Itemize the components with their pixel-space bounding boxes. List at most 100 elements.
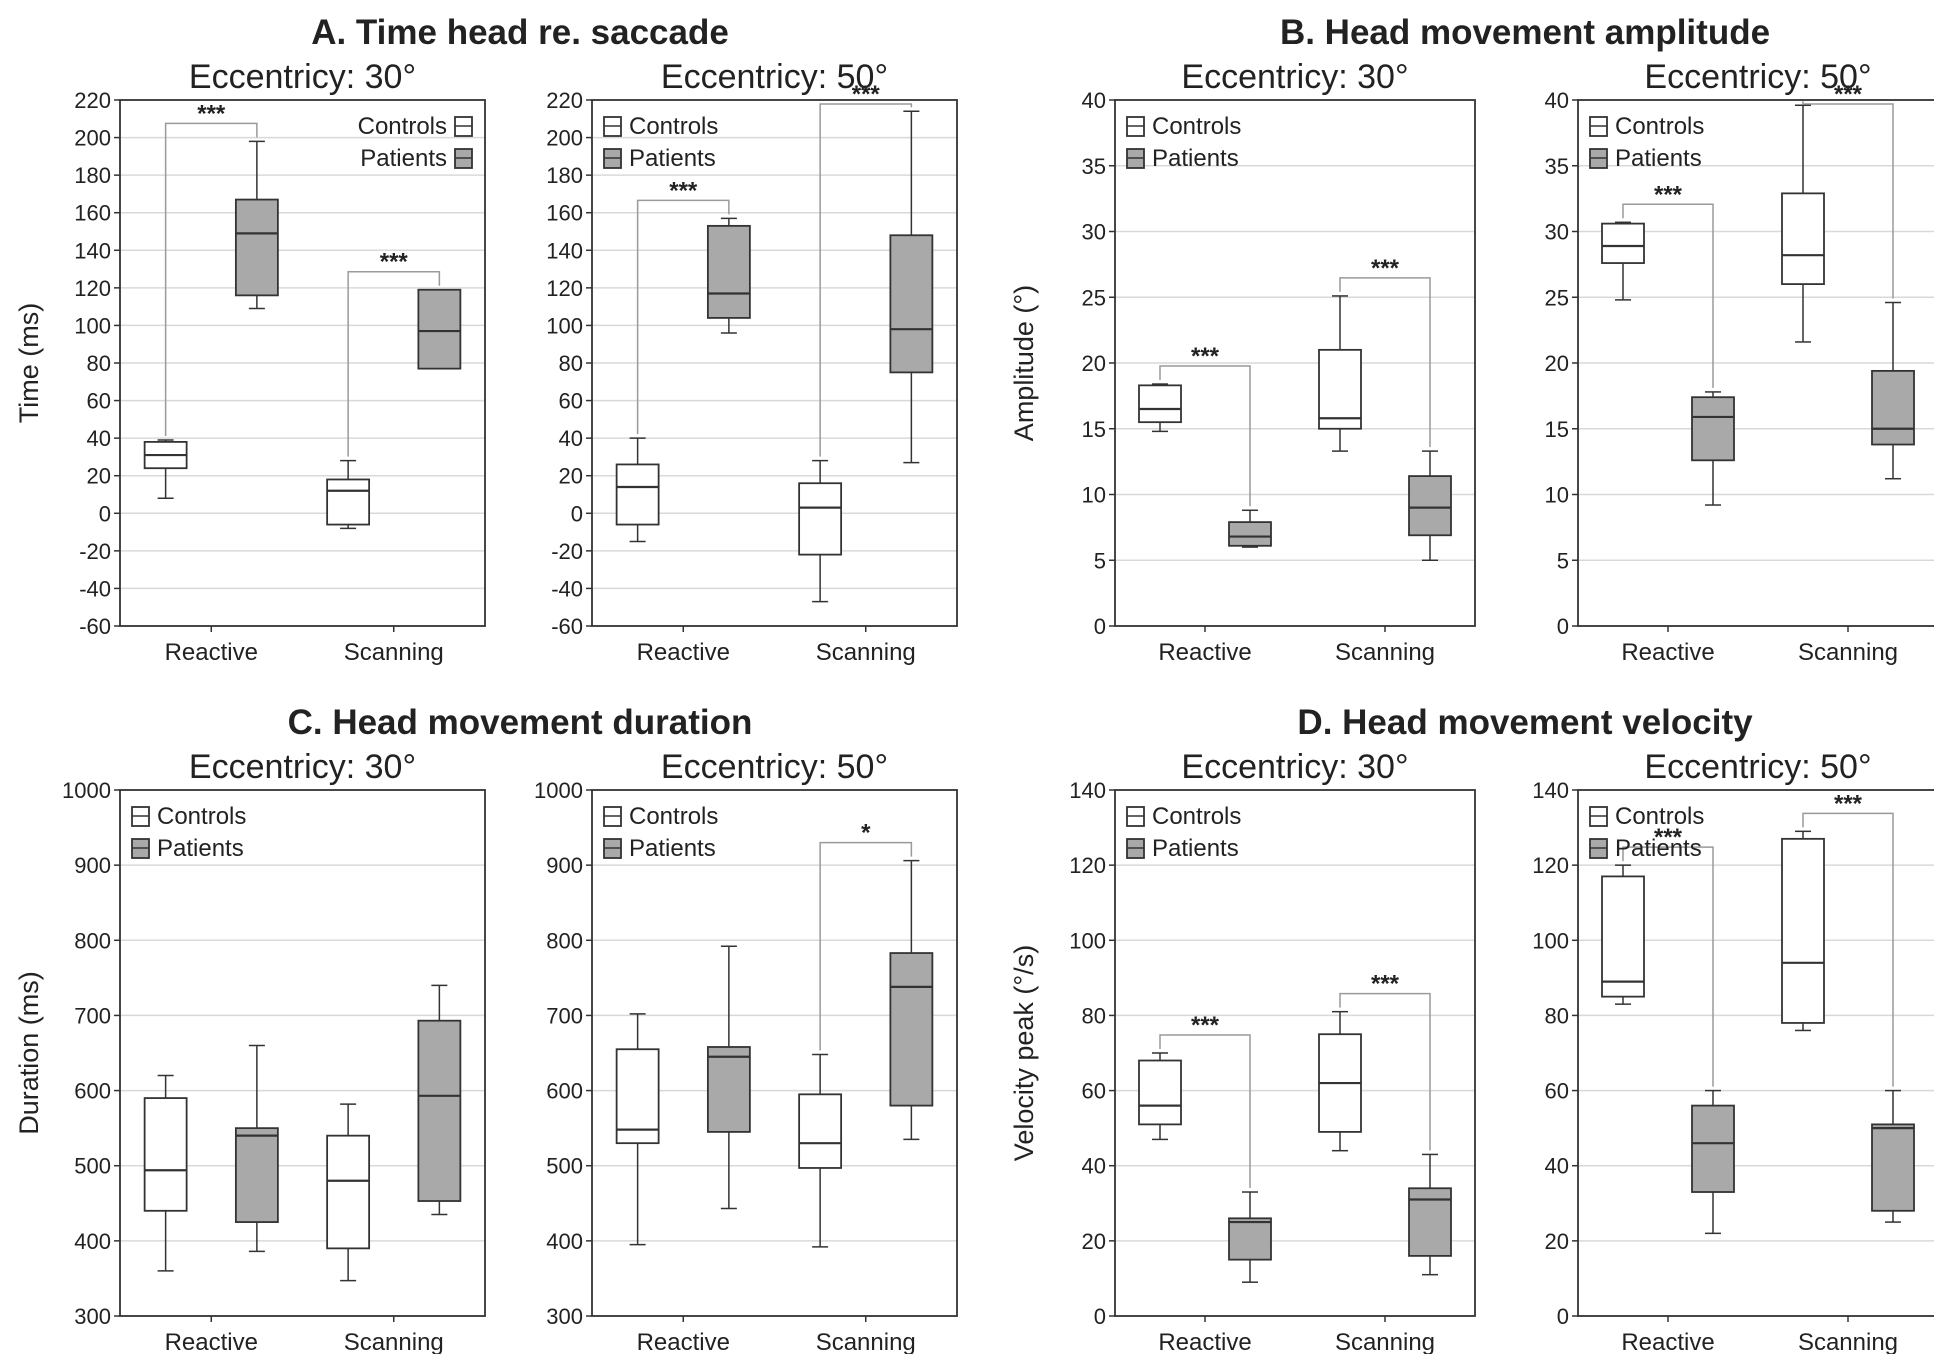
box-iqr: [615, 1048, 660, 1145]
y-tick-label: 100: [1532, 928, 1569, 953]
y-tick-label: 700: [74, 1003, 111, 1028]
box-controls-scanning: [1318, 1010, 1362, 1152]
significance-label: ***: [669, 177, 698, 204]
chart-a-30: Eccentricy: 30° -60 -40 -20 0 20 40 60 80 100 120 1…: [14, 58, 486, 666]
box-iqr: [1138, 1059, 1182, 1126]
plot-frame: [591, 789, 958, 1317]
box-iqr: [417, 288, 462, 370]
significance-bracket: [164, 122, 258, 437]
y-tick-label: 40: [1545, 1154, 1569, 1179]
y-tick-label: 600: [74, 1079, 111, 1104]
y-tick-label: 15: [1545, 417, 1569, 442]
box-iqr: [417, 1019, 462, 1202]
y-tick-label: -20: [551, 539, 583, 564]
box-controls-scanning: [798, 459, 843, 603]
plot-frame: [1577, 99, 1934, 627]
y-tick-label: 30: [1545, 220, 1569, 245]
y-tick-label: 10: [1082, 483, 1106, 508]
box-controls-reactive: [1601, 221, 1645, 301]
significance-label: ***: [1371, 255, 1400, 282]
box-patients-scanning: [1408, 1153, 1452, 1276]
y-tick-label: 180: [546, 163, 583, 188]
significance-bracket: [347, 270, 441, 457]
y-tick-label: 700: [546, 1003, 583, 1028]
plot-frame: [1114, 789, 1476, 1317]
y-tick-label: 300: [546, 1304, 583, 1329]
legend-label-controls: Controls: [157, 803, 246, 830]
category-label: Scanning: [1335, 1329, 1435, 1354]
significance-label: ***: [1191, 343, 1220, 370]
category-label: Reactive: [1621, 1329, 1714, 1354]
chart-c-30: Eccentricy: 30° 300 400 500 600 700 800 900 1000…: [14, 748, 486, 1354]
y-tick-label: 140: [74, 238, 111, 263]
y-axis-label: Duration (ms): [14, 971, 44, 1135]
y-tick-label: 80: [1082, 1003, 1106, 1028]
significance-bracket: [819, 103, 913, 457]
significance-bracket: [1622, 203, 1714, 388]
chart-b-50: Eccentricy: 50° 0 5 10 15 20 25 30 35 40 Reactive S…: [1545, 58, 1934, 666]
y-tick-label: 900: [546, 853, 583, 878]
y-tick-label: -40: [551, 576, 583, 601]
y-tick-label: -60: [79, 614, 111, 639]
plot-frame: [591, 99, 958, 627]
legend: Controls Patients: [1589, 113, 1704, 172]
box-iqr: [1408, 475, 1452, 537]
box-controls-scanning: [326, 459, 371, 530]
y-tick-label: 0: [1557, 614, 1569, 639]
significance-label: ***: [1654, 824, 1683, 851]
y-axis-label: Time (ms): [14, 303, 44, 423]
y-tick-label: 80: [87, 351, 111, 376]
plot-frame: [119, 99, 486, 627]
box-iqr: [326, 478, 371, 526]
box-controls-reactive: [1138, 383, 1182, 433]
legend: Controls Patients: [1126, 113, 1241, 172]
y-tick-label: 800: [546, 928, 583, 953]
y-tick-label: 80: [1545, 1003, 1569, 1028]
category-label: Reactive: [1621, 639, 1714, 666]
legend-label-controls: Controls: [1615, 113, 1704, 140]
y-tick-label: 25: [1082, 285, 1106, 310]
y-tick-label: 20: [87, 464, 111, 489]
significance-bracket: [1159, 365, 1251, 507]
y-axis-label: Velocity peak (°/s): [1009, 945, 1039, 1161]
y-tick-label: 220: [74, 88, 111, 113]
box-controls-reactive: [615, 437, 660, 543]
significance-label: ***: [1834, 81, 1863, 108]
box-controls-reactive: [1601, 864, 1645, 1005]
significance-label: ***: [1654, 181, 1683, 208]
box-patients-reactive: [706, 945, 751, 1210]
y-tick-label: 40: [87, 426, 111, 451]
legend: Controls Patients: [1126, 803, 1241, 862]
y-tick-label: 120: [546, 276, 583, 301]
box-patients-scanning: [417, 288, 462, 370]
y-tick-label: 140: [1069, 778, 1106, 803]
category-label: Reactive: [637, 1329, 730, 1354]
y-tick-label: 20: [1545, 351, 1569, 376]
box-controls-scanning: [1318, 295, 1362, 452]
box-iqr: [1228, 1217, 1272, 1261]
box-patients-reactive: [1228, 509, 1272, 548]
category-label: Reactive: [165, 1329, 258, 1354]
plots-layer: Eccentricy: 30°-60-40-200204060801001201…: [14, 58, 1934, 1354]
plot-frame: [119, 789, 486, 1317]
chart-b-30: Eccentricy: 30° 0 5 10 15 20 25 30 35 40 Amplitude…: [1009, 58, 1476, 666]
y-tick-label: 160: [74, 201, 111, 226]
significance-label: *: [861, 820, 871, 847]
significance-label: ***: [1834, 790, 1863, 817]
significance-label: ***: [197, 100, 226, 127]
y-tick-label: 500: [546, 1154, 583, 1179]
y-tick-label: 20: [1082, 1229, 1106, 1254]
y-tick-label: 100: [74, 313, 111, 338]
box-iqr: [326, 1134, 371, 1250]
legend-label-patients: Patients: [1615, 835, 1702, 862]
y-tick-label: 120: [1532, 853, 1569, 878]
legend: Controls Patients: [131, 803, 246, 862]
box-patients-scanning: [889, 859, 934, 1141]
category-label: Scanning: [1798, 1329, 1898, 1354]
panel-title-c: C. Head movement duration: [288, 703, 753, 742]
category-label: Scanning: [816, 639, 916, 666]
y-tick-label: 120: [74, 276, 111, 301]
significance-label: ***: [852, 81, 881, 108]
significance-bracket: [1622, 846, 1714, 1087]
box-controls-reactive: [1138, 1052, 1182, 1141]
